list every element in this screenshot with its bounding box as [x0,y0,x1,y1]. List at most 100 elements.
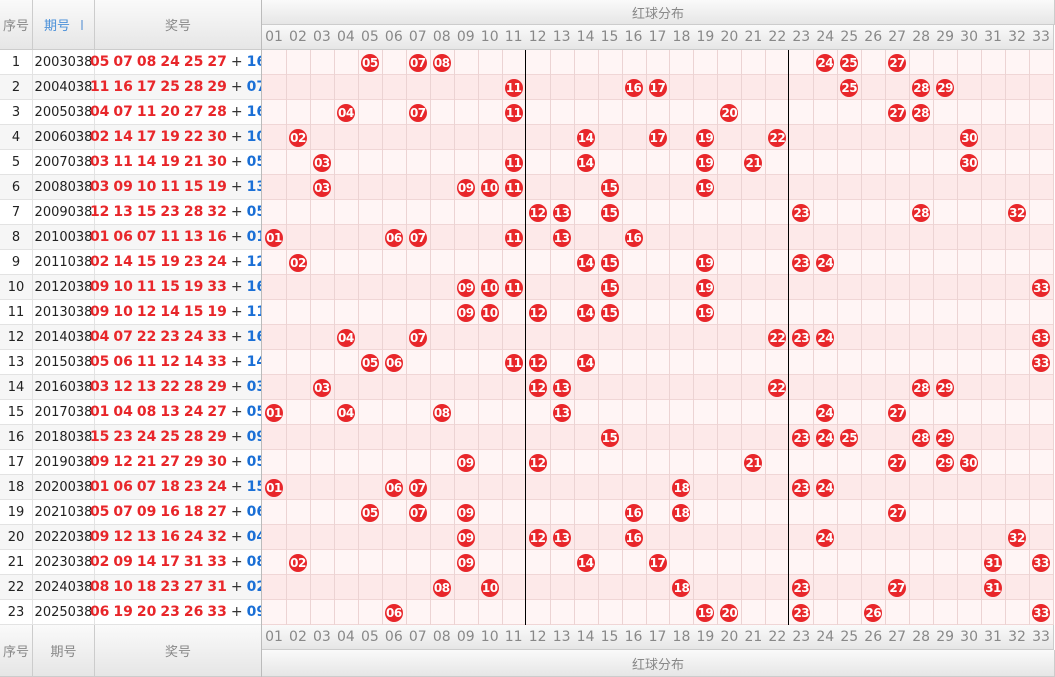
red-number: 27 [207,404,227,420]
column-header: 20 [717,25,743,50]
red-number: 15 [160,279,180,295]
separator: + [230,254,243,270]
red-number: 14 [136,554,157,570]
index-header: 序号 [0,625,33,677]
red-ball: 33 [1032,278,1050,297]
column-footer: 03 [309,625,335,650]
red-ball: 06 [384,228,403,247]
grid-line [261,0,262,677]
grid-line [861,50,863,625]
index-cell: 10 [0,275,33,300]
column-header: 06 [381,25,407,50]
separator: + [230,129,243,145]
red-number: 07 [113,504,133,520]
column-footer: 21 [741,625,767,650]
red-ball: 11 [504,103,523,122]
red-number: 29 [207,379,227,395]
red-number: 09 [89,279,110,295]
red-ball: 07 [408,53,427,72]
red-ball: 14 [576,553,595,572]
grid-line [477,50,479,625]
column-footer: 18 [669,625,695,650]
red-number: 07 [113,54,133,70]
column-footer: 22 [765,625,791,650]
grid-row [262,50,1053,75]
red-number: 32 [207,529,227,545]
numbers-cell: 05 07 08 24 25 27 +16 [90,50,266,75]
column-footer: 32 [1005,625,1031,650]
red-number: 27 [183,104,204,120]
red-number: 23 [160,204,180,220]
red-number: 30 [207,129,227,145]
red-ball: 07 [408,503,427,522]
red-number: 19 [207,304,227,320]
column-footer: 10 [477,625,503,650]
grid-row [262,450,1053,475]
column-footer: 28 [909,625,935,650]
red-number: 09 [113,179,133,195]
grid-row [262,225,1053,250]
red-number: 11 [136,354,157,370]
red-ball: 33 [1032,553,1050,572]
red-ball: 24 [816,53,835,72]
red-ball: 20 [720,603,739,622]
numbers-cell: 15 23 24 25 28 29 +09 [90,425,266,450]
red-number: 06 [113,354,133,370]
grid-line [285,50,287,625]
index-cell: 5 [0,150,33,175]
red-ball: 10 [480,578,499,597]
red-number: 03 [89,379,110,395]
red-number: 09 [136,504,157,520]
column-footer: 20 [717,625,743,650]
grid-line [813,50,815,625]
grid-line [405,50,407,625]
red-number: 01 [89,229,110,245]
numbers-cell: 08 10 18 23 27 31 +02 [90,575,266,600]
red-ball: 12 [528,203,547,222]
period-cell: 2003038 [33,50,95,75]
red-ball: 09 [456,178,475,197]
grid-row [262,300,1053,325]
red-ball: 04 [336,328,355,347]
red-number: 28 [207,104,227,120]
red-number: 30 [207,454,227,470]
red-ball: 12 [528,303,547,322]
red-number: 22 [136,329,157,345]
red-ball: 11 [504,153,523,172]
separator: + [230,154,243,170]
red-ball: 30 [960,128,979,147]
grid-line [765,50,767,625]
red-ball: 28 [912,203,931,222]
red-number: 13 [160,404,180,420]
red-ball: 14 [576,153,595,172]
red-ball: 16 [624,228,643,247]
red-ball: 17 [648,553,667,572]
grid-line [788,50,790,625]
red-number: 07 [136,479,157,495]
red-number: 08 [89,579,110,595]
column-footer: 29 [933,625,959,650]
red-ball: 07 [408,228,427,247]
index-cell: 11 [0,300,33,325]
index-cell: 3 [0,100,33,125]
red-number: 09 [89,304,110,320]
period-cell: 2004038 [33,75,95,100]
grid-line [309,50,311,625]
red-number: 03 [89,179,110,195]
red-number: 13 [113,204,133,220]
red-number: 05 [89,54,110,70]
red-number: 27 [207,504,227,520]
red-ball: 17 [648,78,667,97]
separator: + [230,579,243,595]
numbers-cell: 01 06 07 11 13 16 +01 [90,225,266,250]
column-footer: 33 [1029,625,1054,650]
grid-line [933,50,935,625]
red-number: 10 [136,179,157,195]
red-ball: 27 [888,53,907,72]
red-number: 15 [136,204,157,220]
red-number: 21 [183,154,204,170]
column-header: 08 [429,25,455,50]
red-ball: 03 [312,178,331,197]
index-cell: 18 [0,475,33,500]
index-cell: 8 [0,225,33,250]
